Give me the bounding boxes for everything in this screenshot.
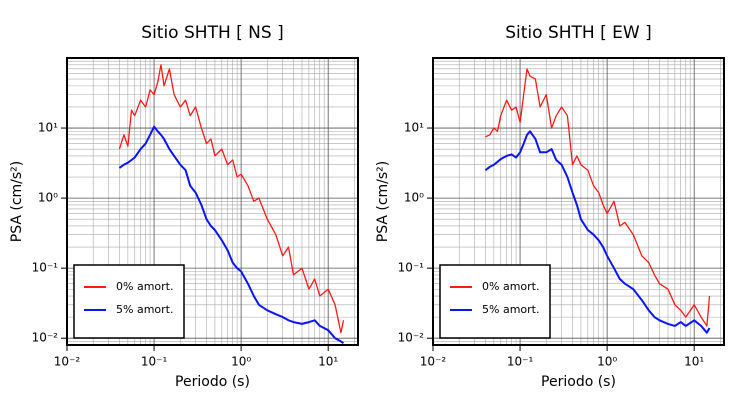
chart-title: Sitio SHTH [ EW ] xyxy=(505,23,651,43)
x-axis-label: Periodo (s) xyxy=(541,374,616,390)
legend-box xyxy=(439,264,551,339)
data-line xyxy=(118,64,345,334)
y-tick-label: 10⁰ xyxy=(404,191,424,205)
x-tick-label: 10⁰ xyxy=(231,355,251,369)
data-line xyxy=(485,68,711,327)
y-tick-label: 10⁻² xyxy=(32,331,59,345)
data-line xyxy=(484,130,711,334)
y-tick-label: 10⁻² xyxy=(398,331,425,345)
legend-label: 5% amort. xyxy=(482,303,539,316)
y-tick-label: 10¹ xyxy=(404,121,424,135)
y-axis-label: PSA (cm/s²) xyxy=(9,161,25,243)
x-tick-label: 10⁰ xyxy=(597,355,617,369)
legend-box xyxy=(73,264,185,339)
x-tick-label: 10¹ xyxy=(318,355,338,369)
x-tick-label: 10⁻¹ xyxy=(141,355,168,369)
legend-label: 0% amort. xyxy=(482,280,539,293)
x-axis-label: Periodo (s) xyxy=(175,374,250,390)
chart-title: Sitio SHTH [ NS ] xyxy=(141,23,283,43)
y-tick-label: 10¹ xyxy=(38,121,58,135)
data-line xyxy=(118,125,345,345)
x-tick-label: 10⁻² xyxy=(54,355,81,369)
x-tick-label: 10⁻² xyxy=(420,355,447,369)
x-tick-label: 10⁻¹ xyxy=(507,355,534,369)
x-tick-label: 10¹ xyxy=(684,355,704,369)
legend-label: 0% amort. xyxy=(116,280,173,293)
plot-frame xyxy=(432,57,725,346)
legend-label: 5% amort. xyxy=(116,303,173,316)
y-axis-label: PSA (cm/s²) xyxy=(375,161,391,243)
y-tick-label: 10⁻¹ xyxy=(32,261,59,275)
plot-frame xyxy=(66,57,359,346)
y-tick-label: 10⁻¹ xyxy=(398,261,425,275)
y-tick-label: 10⁰ xyxy=(38,191,58,205)
